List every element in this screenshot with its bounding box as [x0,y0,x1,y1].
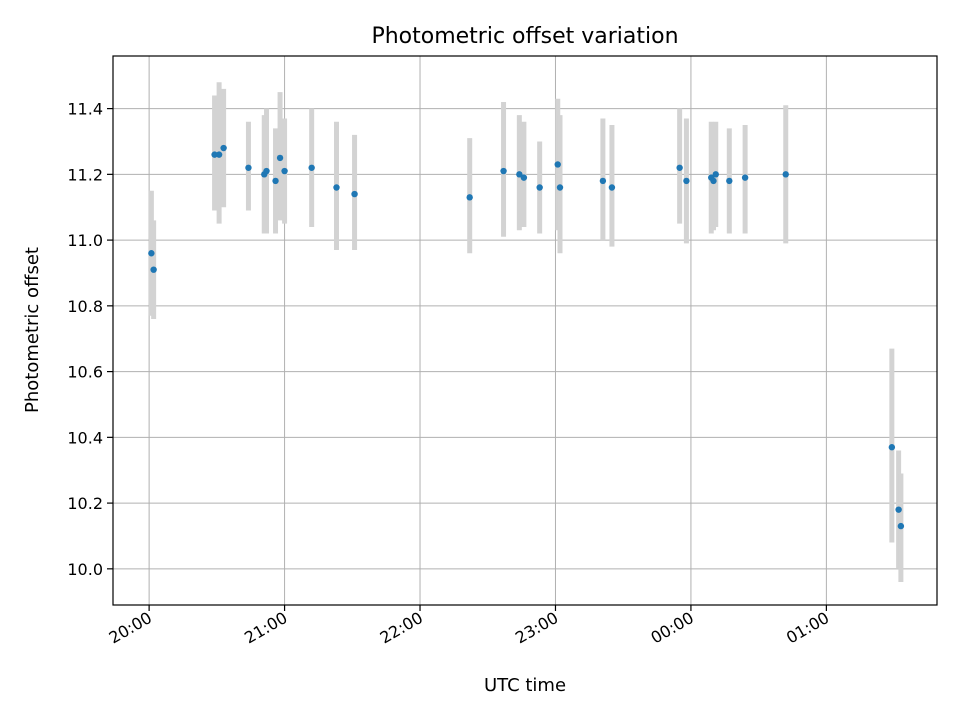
data-point [263,167,270,175]
data-point [220,144,227,152]
data-point [215,151,223,158]
y-tick-label: 10.0 [67,560,103,579]
y-tick-label: 10.2 [67,494,103,513]
data-point [710,177,717,185]
data-point [150,266,157,273]
data-point [554,161,561,168]
data-point [500,167,507,175]
data-point [556,184,564,191]
y-tick-label: 11.2 [67,165,103,184]
data-point [726,177,733,185]
y-tick-label: 10.8 [67,297,103,316]
data-point [536,184,543,191]
data-point [245,164,252,171]
data-point [308,164,315,171]
data-point [333,184,340,191]
data-point [888,444,896,451]
data-point [676,164,683,171]
data-point [148,250,155,257]
y-axis-ticks: 10.0 10.2 10.4 10.6 10.8 11.0 11.2 11.4 [67,100,113,579]
data-point [712,171,719,178]
data-point [276,154,284,162]
data-point [211,151,218,158]
data-point [741,174,749,181]
data-point [520,174,528,181]
y-tick-label: 11.0 [67,231,103,250]
data-point [516,171,523,178]
data-point [897,522,905,530]
y-tick-label: 10.6 [67,363,103,382]
data-point [272,177,279,185]
data-point [895,506,902,513]
data-point [466,194,473,201]
y-tick-label: 11.4 [67,100,103,119]
chart-title: Photometric offset variation [371,24,678,49]
data-point [281,167,288,175]
y-axis-label: Photometric offset [22,247,43,413]
data-point [599,177,607,185]
y-tick-label: 10.4 [67,428,103,447]
x-axis-label: UTC time [484,675,566,696]
data-points [148,144,905,530]
grid-lines [113,56,937,605]
plot-frame [112,55,938,606]
data-point [782,171,789,178]
data-point [608,184,616,191]
data-point [351,190,358,198]
data-point [683,177,690,185]
